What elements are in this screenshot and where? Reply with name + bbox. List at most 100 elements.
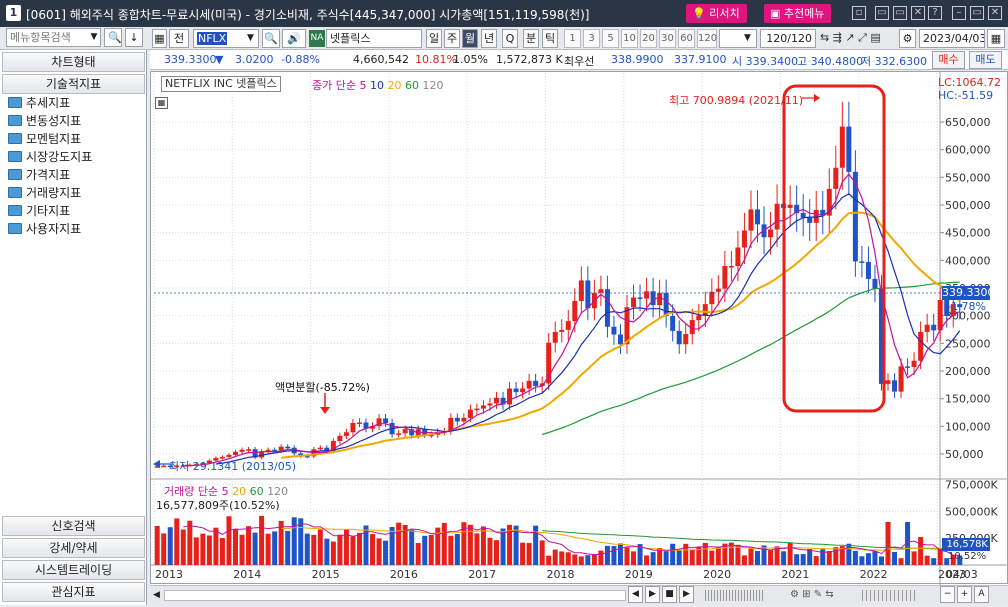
interval-1[interactable]: 1 (564, 29, 581, 48)
close-icon[interactable]: ✕ (988, 6, 1002, 20)
volume-bar (878, 556, 884, 565)
buy-button[interactable]: 매수 (932, 51, 965, 69)
scroll-track[interactable] (164, 590, 626, 601)
volume-bar (180, 529, 186, 565)
minimize-icon[interactable]: – (952, 6, 966, 20)
watch-indicator-button[interactable]: 관심지표 (2, 582, 145, 602)
grid-icon[interactable]: ▦ (152, 29, 167, 48)
table-icon[interactable]: ▦ (155, 97, 168, 109)
tree-item-user[interactable]: 사용자지표 (8, 220, 81, 238)
chart-area[interactable]: 650,000 600,000 550,000 500,000 450,000 400,0… (150, 71, 1008, 585)
tree-item-volume[interactable]: 거래량지표 (8, 184, 81, 202)
window-tile-icon[interactable]: ▭ (875, 6, 889, 20)
volume-bar (937, 549, 943, 565)
scroll-left-icon[interactable]: ◀ (153, 590, 160, 600)
interval-120[interactable]: 120 (697, 29, 717, 48)
volume-bar (343, 529, 349, 565)
chevron-down-icon[interactable]: ▼ (744, 33, 751, 43)
tab-year[interactable]: 년 (481, 29, 497, 48)
interval-20[interactable]: 20 (640, 29, 657, 48)
tab-minute[interactable]: 분 (523, 29, 539, 48)
volume-bar (839, 546, 845, 565)
ma20-line (281, 211, 961, 459)
tab-quarter[interactable]: Q (502, 29, 518, 48)
split-annotation: 액면분할(-85.72%) (275, 381, 370, 394)
tab-day[interactable]: 일 (426, 29, 442, 48)
sell-button[interactable]: 매도 (969, 51, 1002, 69)
tree-item-etc[interactable]: 기타지표 (8, 202, 70, 220)
date-field[interactable]: 2023/04/03 (919, 29, 985, 48)
chart-scrollbar[interactable]: ◀ ⚙ ⊞ ✎ ⇆ (150, 585, 1008, 605)
pin-icon[interactable]: ✕ (911, 6, 925, 20)
volume-bar (337, 534, 343, 565)
symbol-input[interactable]: NFLX (193, 29, 259, 48)
speaker-icon[interactable]: 🔊 (282, 29, 306, 48)
system-trading-button[interactable]: 시스템트레이딩 (2, 560, 145, 580)
search-icon[interactable]: 🔍 (262, 29, 280, 48)
play-button[interactable]: ▶ (679, 586, 694, 603)
folder-icon (8, 187, 22, 198)
window-split-icon[interactable]: ▭ (893, 6, 907, 20)
search-icon[interactable]: 🔍 (104, 28, 122, 47)
interval-select[interactable] (719, 29, 757, 48)
volume-bar (911, 551, 917, 565)
volume-bar (480, 526, 486, 565)
volume-bar (396, 522, 402, 565)
chart-mini-tools[interactable]: ⚙ ⊞ ✎ ⇆ (790, 589, 834, 600)
vol-ma5-line (183, 523, 960, 556)
next-button[interactable]: ▶ (645, 586, 660, 603)
candle-body (820, 209, 826, 216)
interval-10[interactable]: 10 (621, 29, 638, 48)
volume-bar (624, 547, 630, 565)
folder-icon (8, 115, 22, 126)
candle-body (931, 324, 937, 331)
menu-search-input[interactable]: 메뉴항목검색 (6, 28, 101, 47)
technical-indicator-button[interactable]: 기술적지표 (2, 74, 145, 94)
tab-week[interactable]: 주 (444, 29, 460, 48)
down-arrow-icon[interactable]: ↓ (125, 28, 143, 47)
chart-type-button[interactable]: 차트형태 (2, 52, 145, 72)
zoom-ruler-2[interactable] (862, 590, 918, 601)
y-tick-label: 400,000 (945, 254, 991, 267)
tree-item-volatility[interactable]: 변동성지표 (8, 112, 81, 130)
tree-item-trend[interactable]: 추세지표 (8, 94, 70, 112)
maximize-icon[interactable]: ▭ (970, 6, 984, 20)
chevron-down-icon[interactable]: ▼ (247, 33, 254, 43)
candle-body (833, 167, 839, 189)
zoom-out-button[interactable]: − (940, 586, 955, 603)
tab-month[interactable]: 월 (462, 29, 478, 48)
all-button[interactable]: 전 (169, 29, 189, 48)
auto-scale-button[interactable]: A (974, 586, 989, 603)
interval-60[interactable]: 60 (678, 29, 695, 48)
tab-tick[interactable]: 틱 (542, 29, 558, 48)
candle-body (598, 289, 604, 293)
tree-item-market-strength[interactable]: 시장강도지표 (8, 148, 92, 166)
chart-tools[interactable]: ⇆ ⇶ ↗ ⤢ ▤ (820, 31, 881, 44)
count-field[interactable]: 120/120 (760, 29, 816, 48)
gear-icon[interactable]: ⚙ (899, 29, 916, 48)
candle-body (259, 451, 265, 458)
calendar-icon[interactable]: ▦ (987, 29, 1005, 48)
stop-button[interactable]: ■ (662, 586, 677, 603)
help-icon[interactable]: ? (928, 6, 942, 20)
tree-item-momentum[interactable]: 모멘텀지표 (8, 130, 81, 148)
prev-button[interactable]: ◀ (628, 586, 643, 603)
zoom-in-button[interactable]: + (957, 586, 972, 603)
low-arrowhead (153, 460, 160, 468)
recommended-menu-button[interactable]: ▣ 추천메뉴 (764, 4, 832, 23)
volume-bar (644, 555, 650, 565)
volume-bar (598, 550, 604, 565)
research-button[interactable]: 💡 리서치 (686, 4, 747, 23)
interval-3[interactable]: 3 (583, 29, 600, 48)
zoom-ruler[interactable] (705, 590, 765, 601)
volume-bar (552, 549, 558, 565)
signal-search-button[interactable]: 신호검색 (2, 516, 145, 536)
bull-bear-button[interactable]: 강세/약세 (2, 538, 145, 558)
interval-30[interactable]: 30 (659, 29, 676, 48)
chevron-down-icon[interactable]: ▼ (90, 32, 98, 42)
volume-bar (193, 537, 199, 565)
price-chart-svg[interactable]: 650,000 600,000 550,000 500,000 450,000 400,0… (150, 71, 1008, 585)
layout-icon[interactable]: ▫ (852, 6, 866, 20)
tree-item-price[interactable]: 가격지표 (8, 166, 70, 184)
interval-5[interactable]: 5 (602, 29, 619, 48)
